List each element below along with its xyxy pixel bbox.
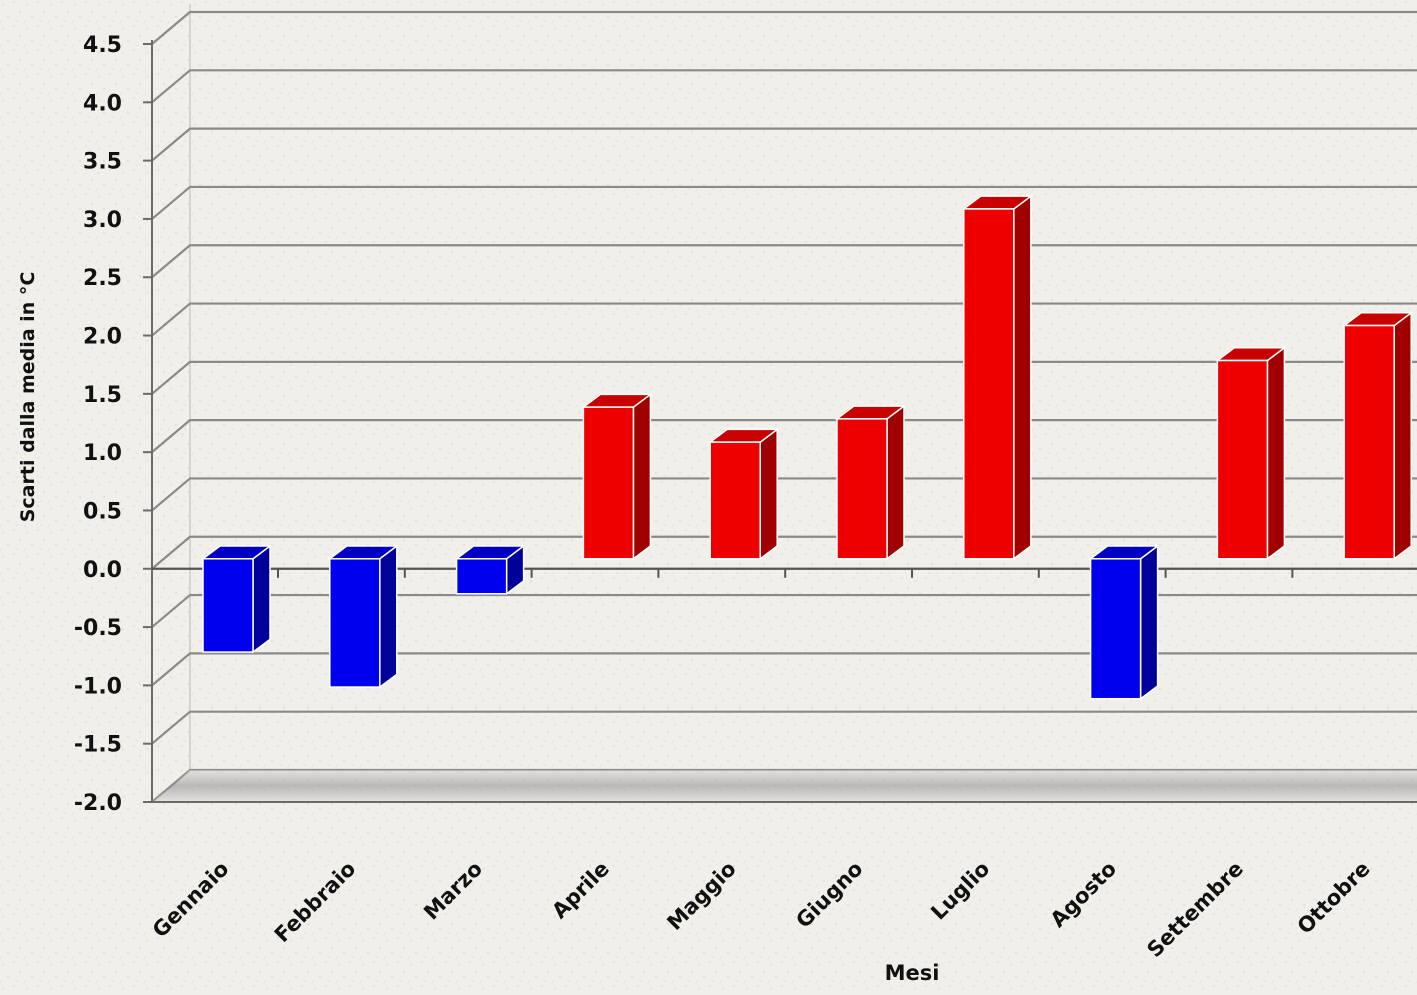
bar-side bbox=[1266, 346, 1286, 561]
bars bbox=[200, 194, 1414, 701]
y-tick-label: 4.0 bbox=[83, 91, 122, 116]
y-tick-label: 1.0 bbox=[83, 441, 122, 466]
floor-slab bbox=[152, 770, 1417, 802]
y-tick-label: 2.0 bbox=[83, 325, 122, 350]
bar-side bbox=[632, 392, 652, 561]
bar-face bbox=[329, 558, 381, 688]
y-tick-label: 3.0 bbox=[83, 208, 122, 233]
gridline bbox=[151, 127, 1417, 162]
y-tick-label: -2.0 bbox=[74, 791, 122, 816]
y-tick-label: 0.5 bbox=[83, 499, 122, 524]
x-axis-label: Mesi bbox=[885, 961, 940, 985]
bar-marzo bbox=[454, 544, 526, 596]
gridline bbox=[151, 652, 1417, 687]
y-tick-label: 4.5 bbox=[83, 33, 122, 58]
chart-floor bbox=[152, 770, 1417, 802]
gridline bbox=[151, 710, 1417, 745]
bar-face bbox=[455, 558, 508, 595]
bar-settembre bbox=[1215, 346, 1287, 561]
y-tick-label: 0.0 bbox=[83, 558, 122, 583]
gridline bbox=[151, 185, 1417, 220]
bar-febbraio bbox=[327, 544, 400, 689]
bar-gennaio bbox=[200, 544, 273, 654]
bar-face bbox=[963, 208, 1015, 560]
bar-face bbox=[709, 441, 761, 560]
bar-face bbox=[1216, 359, 1269, 560]
bar-maggio bbox=[707, 427, 780, 561]
y-tick-label: -1.5 bbox=[74, 733, 122, 758]
bar-face bbox=[1343, 324, 1395, 560]
bar-agosto bbox=[1088, 544, 1160, 701]
y-tick-label: 3.5 bbox=[83, 150, 122, 175]
y-tick-label: 1.5 bbox=[83, 383, 122, 408]
y-tick-label: 2.5 bbox=[83, 266, 122, 291]
bar-face bbox=[202, 558, 254, 653]
bar-side bbox=[379, 544, 398, 689]
bar-face bbox=[582, 406, 635, 560]
gridline bbox=[151, 593, 1417, 628]
bar-side bbox=[1013, 194, 1032, 561]
bar-face bbox=[836, 418, 888, 560]
bar-side bbox=[1139, 544, 1159, 701]
bar-ottobre bbox=[1341, 311, 1414, 561]
y-tick-label: -1.0 bbox=[74, 674, 122, 699]
bar-side bbox=[252, 544, 271, 654]
y-axis-label: Scarti dalla media in °C bbox=[17, 272, 39, 523]
bar-side bbox=[1393, 311, 1412, 561]
y-tick-label: -0.5 bbox=[74, 616, 122, 641]
bar-side bbox=[759, 427, 778, 561]
bar-aprile bbox=[581, 392, 653, 561]
bar-face bbox=[1089, 558, 1142, 700]
bar-side bbox=[886, 404, 905, 561]
bar-giugno bbox=[834, 404, 907, 561]
bar-luglio bbox=[961, 194, 1034, 561]
gridline bbox=[151, 10, 1417, 45]
gridline bbox=[151, 69, 1417, 104]
